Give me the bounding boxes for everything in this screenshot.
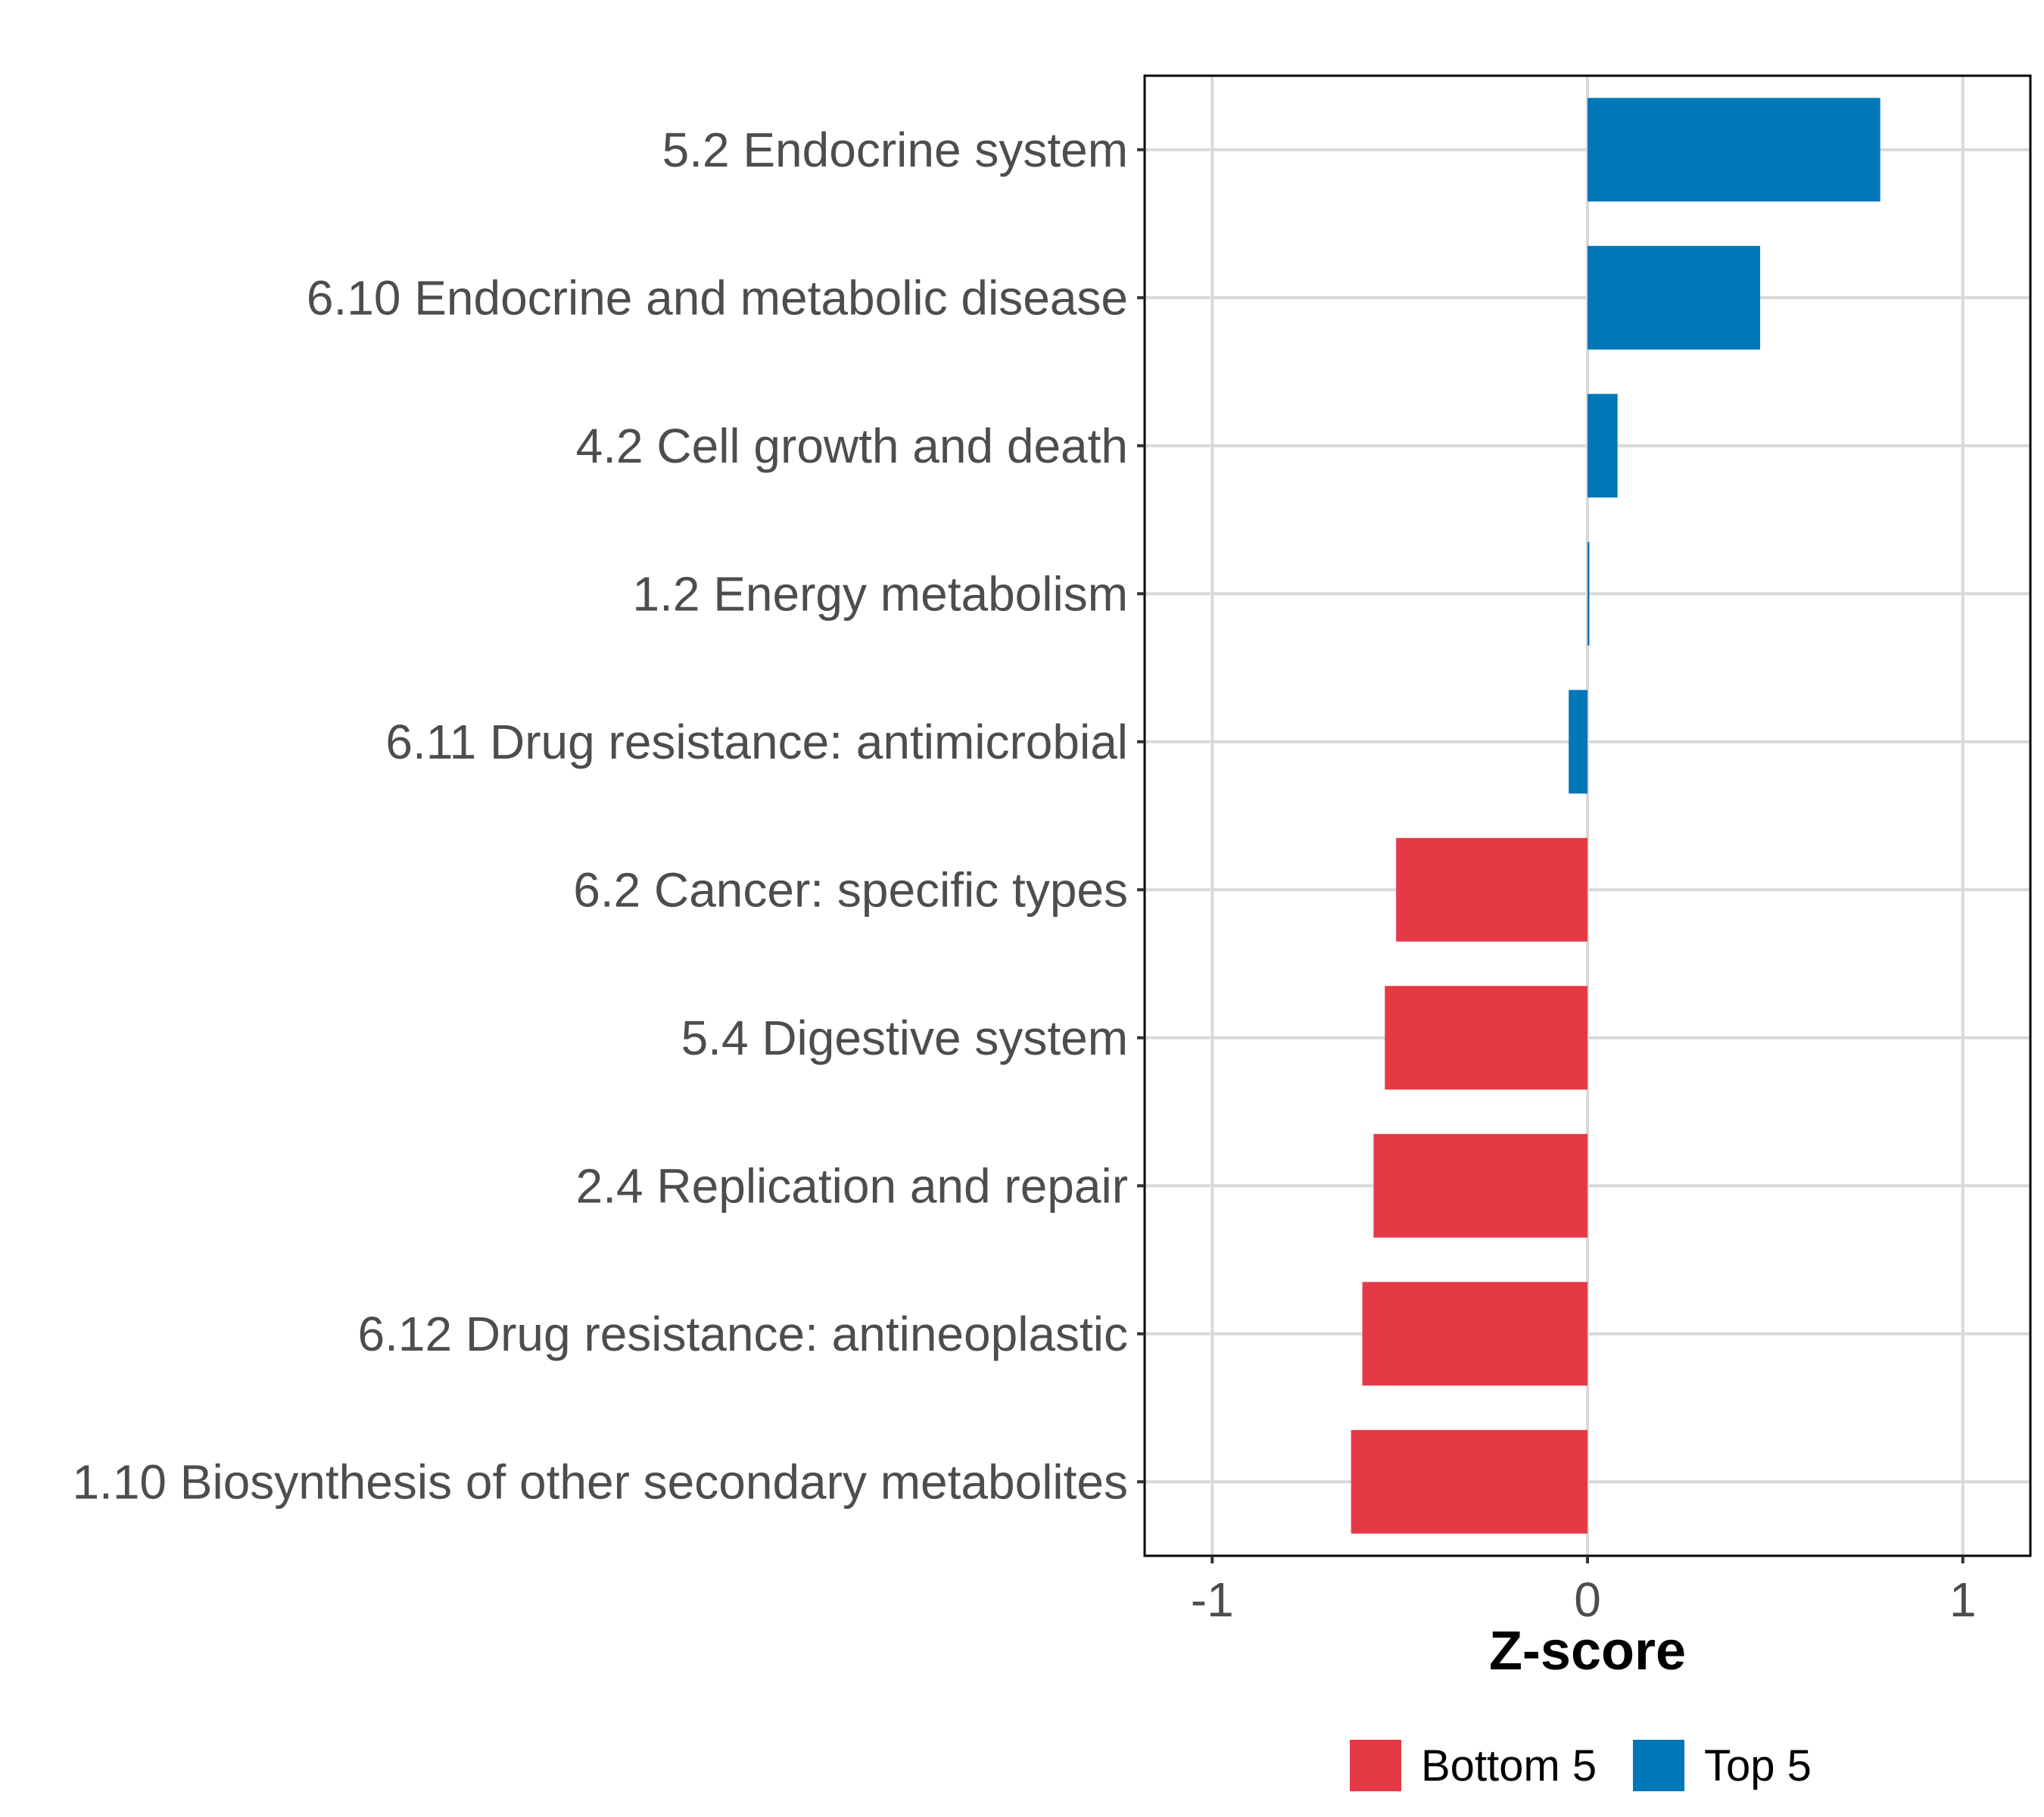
category-label: 4.2 Cell growth and death <box>576 419 1128 473</box>
bar-8 <box>1373 1133 1588 1238</box>
bar-6 <box>1396 837 1588 942</box>
category-label: 6.12 Drug resistance: antineoplastic <box>358 1307 1128 1361</box>
legend-label: Top 5 <box>1704 1741 1812 1791</box>
x-tick-label: -1 <box>1191 1572 1234 1627</box>
category-label: 6.2 Cancer: specific types <box>573 862 1128 917</box>
bar-layer <box>1351 98 1880 1534</box>
category-label: 6.11 Drug resistance: antimicrobial <box>385 715 1128 769</box>
category-label: 1.10 Biosynthesis of other secondary met… <box>72 1454 1128 1509</box>
bar-7 <box>1385 986 1588 1090</box>
x-tick-label: 1 <box>1949 1572 1977 1627</box>
category-label: 2.4 Replication and repair <box>576 1158 1128 1213</box>
x-tick-label: 0 <box>1574 1572 1601 1627</box>
bar-9 <box>1362 1282 1588 1386</box>
legend-swatch <box>1350 1740 1401 1791</box>
bar-1 <box>1588 98 1880 202</box>
bar-4 <box>1588 541 1590 646</box>
category-label: 6.10 Endocrine and metabolic disease <box>307 270 1128 325</box>
category-label: 1.2 Energy metabolism <box>632 566 1128 621</box>
bar-5 <box>1569 690 1588 794</box>
legend-label: Bottom 5 <box>1421 1741 1597 1791</box>
legend-swatch <box>1633 1740 1684 1791</box>
bar-3 <box>1588 394 1618 498</box>
x-axis-title: Z-score <box>1489 1621 1686 1681</box>
legend: Bottom 5 Top 5 <box>1350 1740 1812 1791</box>
category-label: 5.4 Digestive system <box>681 1011 1128 1065</box>
x-axis: -1 0 1 <box>1191 1556 1977 1627</box>
bar-10 <box>1351 1429 1588 1534</box>
y-axis: 5.2 Endocrine system 6.10 Endocrine and m… <box>72 123 1145 1509</box>
bar-2 <box>1588 245 1761 350</box>
category-label: 5.2 Endocrine system <box>662 123 1128 177</box>
